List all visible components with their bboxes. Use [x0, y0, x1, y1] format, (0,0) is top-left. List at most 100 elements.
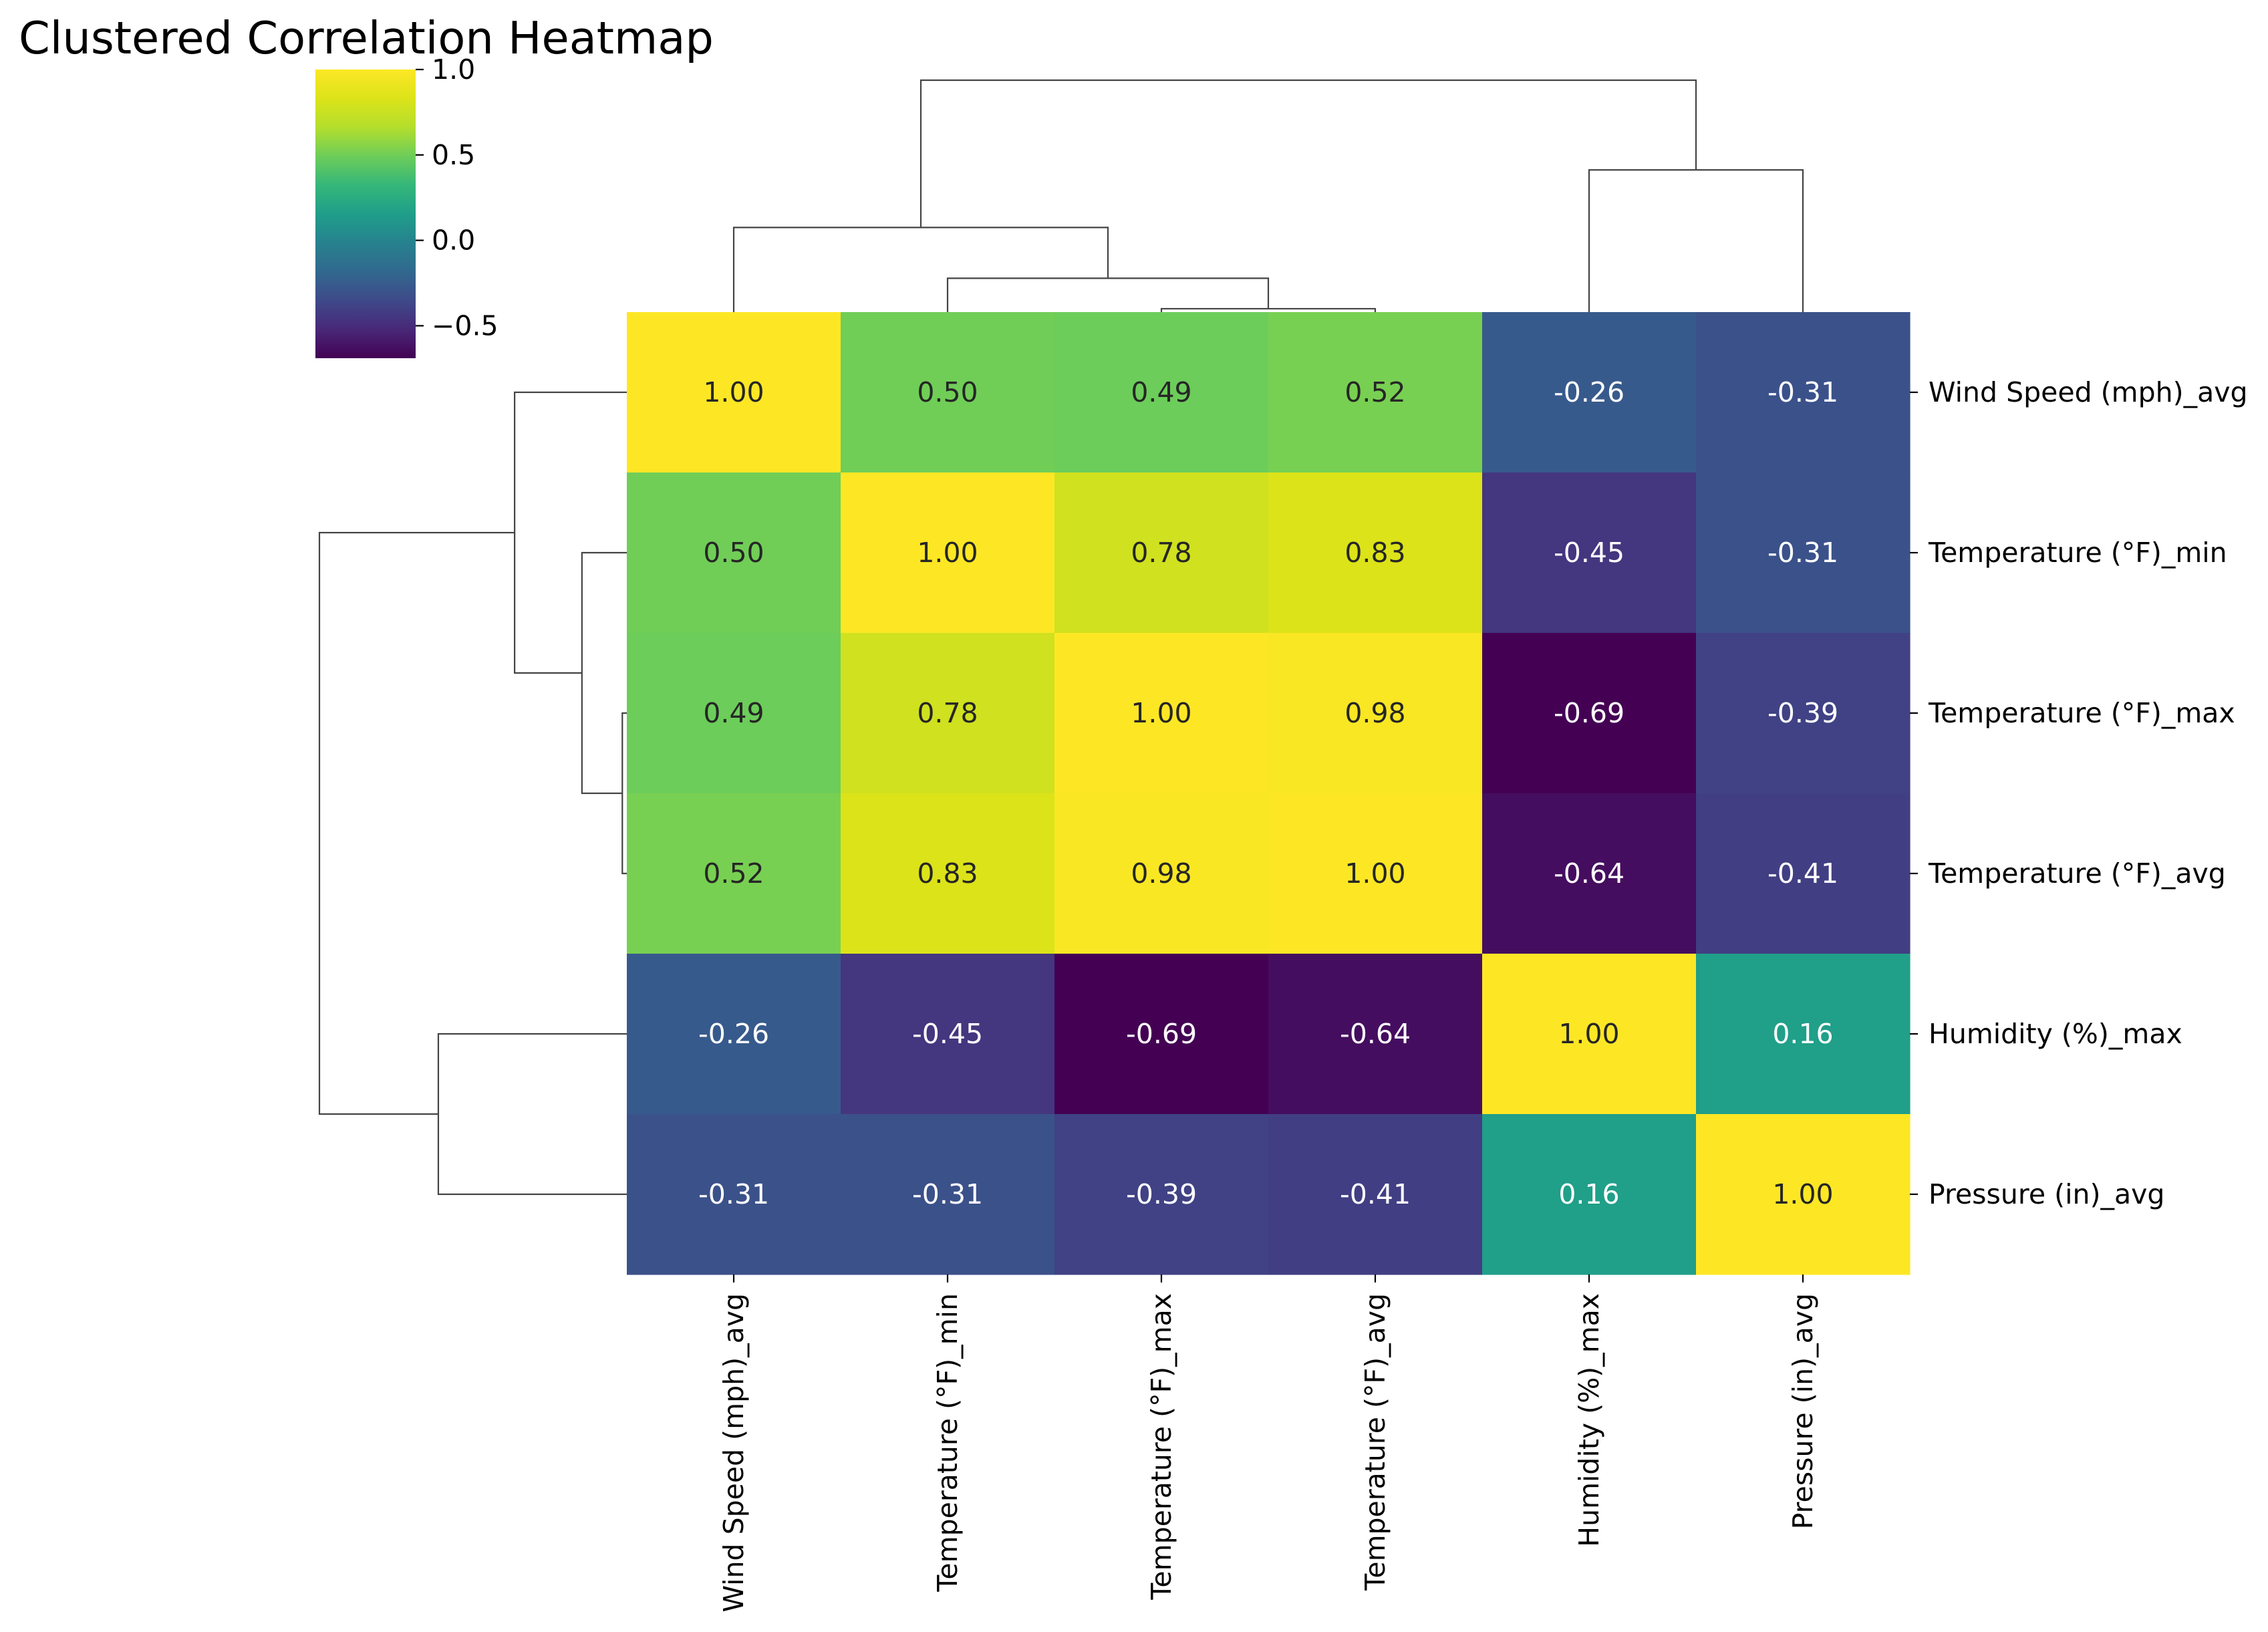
heatmap-cell-r4-c2	[1054, 954, 1269, 1115]
colorbar-tick-label-1: 0.5	[432, 139, 475, 171]
cell-value-label-r4-c5: 0.16	[1772, 1018, 1833, 1050]
cell-value-label-r2-c5: -0.39	[1767, 697, 1838, 729]
row-dendrogram	[318, 391, 627, 1196]
column-dendrogram-link-2	[732, 227, 1109, 312]
heatmap-cell-r0-c1	[841, 312, 1055, 473]
heatmap-cell-r0-c3	[1268, 312, 1483, 473]
heatmap-grid: 1.00 0.50 0.49 0.52 -0.26 -0.31 0.50 1.00 0.78 0.…	[627, 312, 1910, 1275]
heatmap-cell-r5-c2	[1054, 1114, 1269, 1275]
heatmap-cell-r4-c0	[627, 954, 841, 1115]
cell-value-label-r4-c3: -0.64	[1340, 1018, 1411, 1050]
row-dendrogram-link-4	[318, 531, 515, 1115]
cell-value-label-r1-c4: -0.45	[1554, 537, 1624, 569]
heatmap-cell-r3-c0	[627, 793, 841, 954]
cell-value-label-r0-c3: 0.52	[1344, 376, 1405, 408]
heatmap-cell-r0-c4	[1482, 312, 1697, 473]
row-label-wind-speed-mph-avg: Wind Speed (mph)_avg	[1929, 376, 2248, 408]
heatmap-cell-r2-c0	[627, 633, 841, 794]
cell-value-label-r0-c0: 1.00	[703, 376, 764, 408]
heatmap-cell-r4-c4	[1482, 954, 1697, 1115]
heatmap-cell-r2-c1	[841, 633, 1055, 794]
cell-value-label-r1-c2: 0.78	[1131, 537, 1191, 569]
cell-value-label-r4-c0: -0.26	[698, 1018, 769, 1050]
heatmap-cell-r3-c1	[841, 793, 1055, 954]
column-dendrogram-link-4	[919, 79, 1697, 228]
row-dendrogram-link-3	[437, 1033, 627, 1196]
row-dendrogram-link-1	[581, 551, 627, 795]
row-dendrogram-link-0	[621, 712, 627, 875]
colorbar-gradient	[315, 70, 416, 358]
colorbar-tick-label-2: 0.0	[432, 225, 475, 257]
cell-value-label-r5-c1: -0.31	[912, 1178, 983, 1210]
cell-value-label-r3-c2: 0.98	[1131, 857, 1191, 890]
column-label-wind-speed-mph-avg: Wind Speed (mph)_avg	[718, 1293, 750, 1613]
chart-title: Clustered Correlation Heatmap	[19, 12, 714, 64]
column-label-temperature-f-max: Temperature (°F)_max	[1145, 1293, 1177, 1601]
heatmap-cell-r5-c4	[1482, 1114, 1697, 1275]
colorbar-tick-label-3: −0.5	[432, 309, 499, 342]
cell-value-label-r3-c1: 0.83	[917, 857, 978, 890]
row-tick-labels: Wind Speed (mph)_avg Temperature (°F)_min…	[1910, 376, 2248, 1210]
cell-value-label-r1-c0: 0.50	[703, 537, 764, 569]
cell-value-label-r2-c2: 1.00	[1131, 697, 1191, 729]
column-tick-labels: Wind Speed (mph)_avg Temperature (°F)_min…	[718, 1274, 1819, 1613]
heatmap-cell-r5-c0	[627, 1114, 841, 1275]
heatmap-cell-r3-c3	[1268, 793, 1483, 954]
cell-value-label-r1-c5: -0.31	[1767, 537, 1838, 569]
heatmap-cell-r5-c3	[1268, 1114, 1483, 1275]
heatmap-cell-r0-c2	[1054, 312, 1269, 473]
heatmap-cell-r2-c3	[1268, 633, 1483, 794]
cell-value-label-r0-c1: 0.50	[917, 376, 978, 408]
cell-value-label-r5-c4: 0.16	[1558, 1178, 1619, 1210]
cell-value-label-r4-c4: 1.00	[1558, 1018, 1619, 1050]
row-dendrogram-link-2	[514, 391, 627, 674]
cell-value-label-r2-c1: 0.78	[917, 697, 978, 729]
cell-value-label-r3-c4: -0.64	[1554, 857, 1624, 890]
row-label-pressure-in-avg: Pressure (in)_avg	[1929, 1178, 2164, 1210]
column-dendrogram-link-3	[1588, 169, 1804, 312]
heatmap-cell-r1-c2	[1054, 472, 1269, 634]
cell-value-label-r0-c4: -0.26	[1554, 376, 1624, 408]
column-dendrogram-link-0	[1160, 307, 1377, 312]
heatmap-cell-r1-c4	[1482, 472, 1697, 634]
heatmap-cell-r1-c3	[1268, 472, 1483, 634]
heatmap-cell-r0-c0	[627, 312, 841, 473]
colorbar: 1.0 0.5 0.0 −0.5	[315, 53, 499, 358]
cell-value-label-r2-c4: -0.69	[1554, 697, 1624, 729]
cell-value-label-r1-c3: 0.83	[1344, 537, 1405, 569]
cell-value-label-r3-c3: 1.00	[1344, 857, 1405, 890]
column-dendrogram-link-1	[946, 277, 1270, 312]
column-dendrogram	[732, 79, 1804, 312]
heatmap-cell-r1-c1	[841, 472, 1055, 634]
cell-value-label-r5-c5: 1.00	[1772, 1178, 1833, 1210]
heatmap-cell-r3-c5	[1696, 793, 1910, 954]
cell-value-label-r5-c3: -0.41	[1340, 1178, 1411, 1210]
row-label-temperature-f-avg: Temperature (°F)_avg	[1928, 857, 2226, 890]
heatmap-cell-r4-c5	[1696, 954, 1910, 1115]
column-label-humidity-max: Humidity (%)_max	[1573, 1293, 1605, 1547]
cell-value-label-r5-c0: -0.31	[698, 1178, 769, 1210]
row-label-humidity-max: Humidity (%)_max	[1929, 1018, 2182, 1050]
heatmap-cell-r3-c2	[1054, 793, 1269, 954]
heatmap-cell-r2-c2	[1054, 633, 1269, 794]
heatmap-cell-r1-c0	[627, 472, 841, 634]
cell-value-label-r3-c0: 0.52	[703, 857, 764, 890]
heatmap-cell-r5-c1	[841, 1114, 1055, 1275]
column-label-temperature-f-min: Temperature (°F)_min	[932, 1293, 964, 1593]
heatmap-cell-r0-c5	[1696, 312, 1910, 473]
cell-value-label-r1-c1: 1.00	[917, 537, 978, 569]
cell-value-label-r0-c2: 0.49	[1131, 376, 1191, 408]
cell-value-label-r4-c1: -0.45	[912, 1018, 983, 1050]
heatmap-cell-r5-c5	[1696, 1114, 1910, 1275]
row-label-temperature-f-max: Temperature (°F)_max	[1928, 697, 2235, 729]
column-label-pressure-in-avg: Pressure (in)_avg	[1787, 1293, 1819, 1529]
column-label-temperature-f-avg: Temperature (°F)_avg	[1359, 1293, 1391, 1591]
cell-value-label-r4-c2: -0.69	[1126, 1018, 1197, 1050]
cell-value-label-r3-c5: -0.41	[1767, 857, 1838, 890]
heatmap-cell-r4-c3	[1268, 954, 1483, 1115]
row-label-temperature-f-min: Temperature (°F)_min	[1928, 537, 2227, 569]
cell-value-label-r5-c2: -0.39	[1126, 1178, 1197, 1210]
cell-value-label-r2-c3: 0.98	[1344, 697, 1405, 729]
colorbar-tick-label-0: 1.0	[432, 53, 475, 86]
